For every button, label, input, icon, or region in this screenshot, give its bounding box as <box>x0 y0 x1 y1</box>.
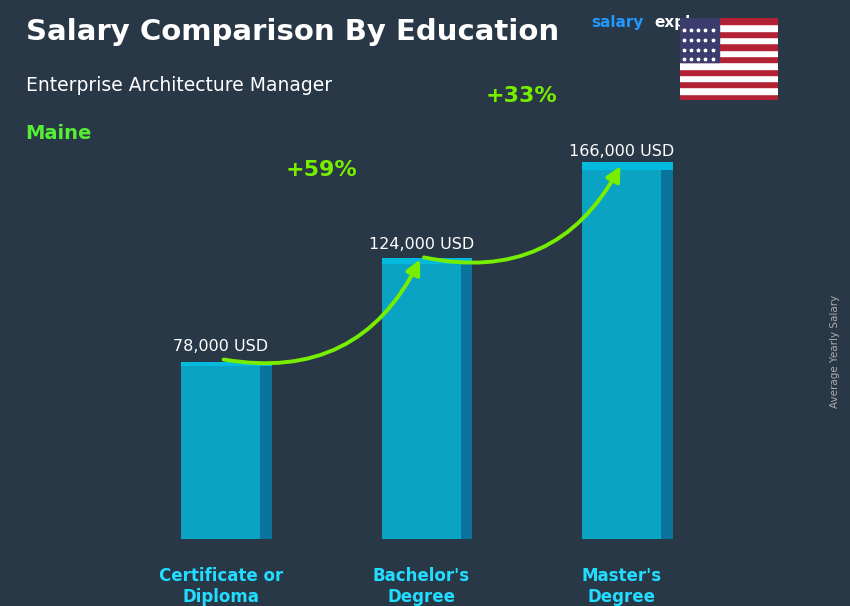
Bar <box>181 366 260 539</box>
Text: salary: salary <box>591 15 643 30</box>
Bar <box>382 264 461 539</box>
Text: Certificate or
Diploma: Certificate or Diploma <box>159 567 283 606</box>
Text: +59%: +59% <box>286 161 357 181</box>
Text: Bachelor's
Degree: Bachelor's Degree <box>373 567 470 606</box>
Bar <box>461 264 472 539</box>
Bar <box>680 87 778 94</box>
Text: Average Yearly Salary: Average Yearly Salary <box>830 295 840 408</box>
Bar <box>680 24 778 31</box>
Text: Enterprise Architecture Manager: Enterprise Architecture Manager <box>26 76 332 95</box>
Bar <box>680 94 778 100</box>
Bar <box>680 44 778 50</box>
Bar <box>680 31 778 37</box>
Bar <box>680 56 778 62</box>
Text: 166,000 USD: 166,000 USD <box>570 144 674 159</box>
Bar <box>661 170 672 539</box>
Text: Maine: Maine <box>26 124 92 143</box>
Text: +33%: +33% <box>485 86 558 106</box>
Bar <box>181 362 272 366</box>
Bar <box>260 366 272 539</box>
Bar <box>582 170 661 539</box>
Text: Salary Comparison By Education: Salary Comparison By Education <box>26 18 558 46</box>
Text: 124,000 USD: 124,000 USD <box>369 237 474 252</box>
Bar <box>680 18 778 24</box>
Bar <box>680 37 778 44</box>
Bar <box>680 62 778 68</box>
Text: .com: .com <box>729 15 770 30</box>
Bar <box>680 75 778 81</box>
Text: Master's
Degree: Master's Degree <box>581 567 662 606</box>
Text: explorer: explorer <box>654 15 727 30</box>
Bar <box>680 68 778 75</box>
Bar <box>680 18 719 62</box>
Bar <box>582 162 672 170</box>
Text: 78,000 USD: 78,000 USD <box>173 339 269 355</box>
Bar <box>680 81 778 87</box>
Bar <box>382 258 472 264</box>
Bar <box>680 50 778 56</box>
